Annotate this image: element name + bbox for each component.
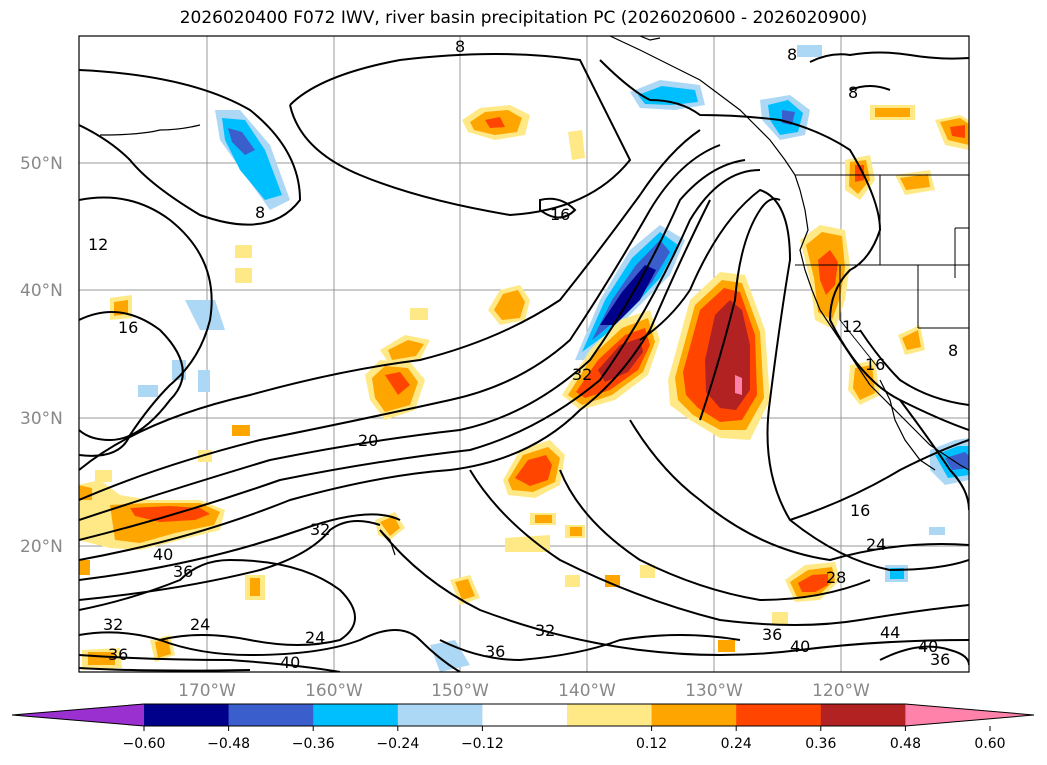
contour-label: 24 — [190, 615, 210, 634]
contour-label: 12 — [842, 317, 862, 336]
colorbar-tick-label: −0.12 — [461, 736, 504, 752]
colorbar-segment — [313, 704, 399, 726]
lon-label: 140°W — [558, 681, 616, 701]
colorbar-segment — [228, 704, 314, 726]
contour-label: 32 — [103, 615, 123, 634]
iwv-contours — [79, 51, 969, 672]
lon-label: 160°W — [305, 681, 363, 701]
lat-label: 50°N — [20, 154, 63, 174]
colorbar-segment — [651, 704, 737, 726]
colorbar-segment — [567, 704, 653, 726]
colorbar-tick-label: −0.60 — [123, 736, 166, 752]
contour-label: 28 — [826, 568, 846, 587]
contour-label: 16 — [850, 501, 870, 520]
contour-label: 36 — [762, 625, 782, 644]
contour-label: 40 — [280, 653, 300, 672]
contour-label: 16 — [550, 205, 570, 224]
contour-label: 36 — [485, 642, 505, 661]
contour-label: 40 — [153, 545, 173, 564]
map-title: 2026020400 F072 IWV, river basin precipi… — [179, 8, 868, 28]
colorbar-extend-min — [12, 704, 144, 726]
contour-label: 36 — [108, 645, 128, 664]
contour-label: 32 — [572, 365, 592, 384]
contour-label: 8 — [848, 83, 858, 102]
lon-label: 170°W — [178, 681, 236, 701]
contour-label: 36 — [930, 650, 950, 669]
contour-label: 16 — [118, 318, 138, 337]
contour-label: 12 — [88, 235, 108, 254]
contour-label: 32 — [535, 621, 555, 640]
lon-label: 150°W — [431, 681, 489, 701]
contour-label: 8 — [255, 203, 265, 222]
colorbar-tick-label: −0.36 — [292, 736, 335, 752]
contour-label: 8 — [948, 341, 958, 360]
colorbar-segment — [820, 704, 906, 726]
lat-label: 30°N — [20, 409, 63, 429]
colorbar-tick-label: 0.36 — [805, 736, 836, 752]
colorbar-tick-label: 0.60 — [974, 736, 1005, 752]
lon-label: 120°W — [812, 681, 870, 701]
colorbar-tick-label: −0.48 — [207, 736, 250, 752]
colorbar-extend-max — [905, 704, 1034, 726]
contour-label: 40 — [918, 637, 938, 656]
lon-label: 130°W — [685, 681, 743, 701]
contour-label: 8 — [787, 45, 797, 64]
colorbar-tick-label: 0.48 — [890, 736, 921, 752]
colorbar-tick-label: 0.12 — [636, 736, 667, 752]
contour-label: 24 — [305, 628, 325, 647]
contour-labels: 8 8 8 8 12 16 16 12 16 20 32 32 40 36 24… — [88, 37, 958, 672]
colorbar-tick-label: 0.24 — [721, 736, 752, 752]
contour-label: 16 — [865, 355, 885, 374]
colorbar-segment — [482, 704, 568, 726]
contour-label: 24 — [866, 535, 886, 554]
lat-label: 40°N — [20, 281, 63, 301]
contour-label: 32 — [310, 520, 330, 539]
colorbar-segment — [144, 704, 230, 726]
contour-label: 36 — [173, 562, 193, 581]
political-borders — [795, 174, 969, 371]
longitude-labels: 170°W 160°W 150°W 140°W 130°W 120°W — [178, 681, 870, 701]
contour-label: 44 — [880, 623, 900, 642]
contour-label: 8 — [455, 37, 465, 56]
map-frame — [78, 35, 970, 673]
colorbar-segment — [397, 704, 483, 726]
lat-label: 20°N — [20, 537, 63, 557]
colorbar: −0.60 −0.48 −0.36 −0.24 −0.12 0.12 0.24 0.36 0.4… — [11, 703, 1035, 752]
latitude-labels: 50°N 40°N 30°N 20°N — [20, 154, 63, 557]
coastline — [99, 36, 969, 556]
colorbar-tick-label: −0.24 — [376, 736, 419, 752]
contour-label: 40 — [790, 637, 810, 656]
contour-label: 20 — [358, 431, 378, 450]
colorbar-segment — [736, 704, 822, 726]
